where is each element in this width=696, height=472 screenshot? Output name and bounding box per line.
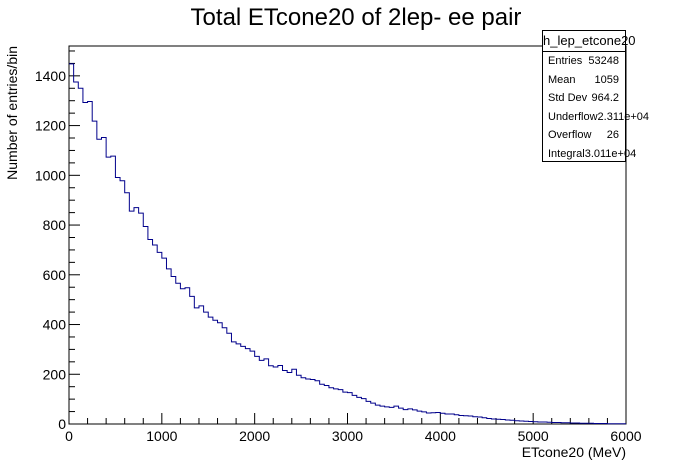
stats-row-stddev: Std Dev 964.2 [543, 89, 625, 108]
histogram-series [69, 63, 626, 425]
stats-label: Overflow [548, 129, 592, 142]
y-axis: 0 200 400 600 800 1000 1200 1400 [35, 50, 80, 432]
stats-value: 1059 [594, 73, 619, 86]
y-tick-label: 800 [43, 217, 67, 233]
stats-row-underflow: Underflow 2.311e+04 [543, 108, 649, 127]
x-axis-label: ETcone20 (MeV) [522, 444, 626, 460]
stats-row-overflow: Overflow 26 [543, 126, 625, 145]
stats-row-mean: Mean 1059 [543, 71, 625, 90]
stats-value: 53248 [588, 55, 619, 67]
stats-value: 3.011e+04 [584, 147, 637, 160]
y-tick-label: 200 [43, 366, 67, 382]
stats-label: Integral [548, 147, 585, 160]
stats-row-integral: Integral 3.011e+04 [543, 145, 636, 164]
x-axis: 0 1000 2000 3000 4000 5000 6000 [65, 413, 642, 444]
x-tick-label: 1000 [146, 428, 177, 444]
y-tick-label: 600 [43, 267, 67, 283]
y-tick-label: 1400 [35, 68, 66, 84]
x-tick-label: 3000 [332, 428, 363, 444]
stats-box-title: h_lep_etcone20 [543, 31, 636, 52]
chart-title: Total ETcone20 of 2lep- ee pair [191, 4, 522, 31]
x-tick-label: 0 [65, 428, 73, 444]
stats-label: Underflow [548, 110, 598, 123]
x-tick-label: 2000 [239, 428, 270, 444]
stats-label: Entries [548, 55, 583, 67]
stats-value: 964.2 [591, 92, 619, 105]
y-tick-label: 400 [43, 317, 67, 333]
y-tick-label: 0 [58, 416, 66, 432]
stats-row-entries: Entries 53248 [543, 52, 625, 71]
x-tick-label: 6000 [610, 428, 641, 444]
stats-label: Std Dev [548, 92, 588, 105]
stats-label: Mean [548, 73, 576, 86]
y-tick-label: 1200 [35, 118, 66, 134]
y-axis-label: Number of entries/bin [4, 46, 20, 180]
stats-value: 26 [606, 129, 619, 142]
stats-value: 2.311e+04 [597, 110, 650, 123]
y-tick-label: 1000 [35, 167, 66, 183]
x-tick-label: 4000 [425, 428, 456, 444]
stats-box: h_lep_etcone20 Entries 53248 Mean 1059 S… [542, 30, 649, 164]
x-tick-label: 5000 [518, 428, 549, 444]
